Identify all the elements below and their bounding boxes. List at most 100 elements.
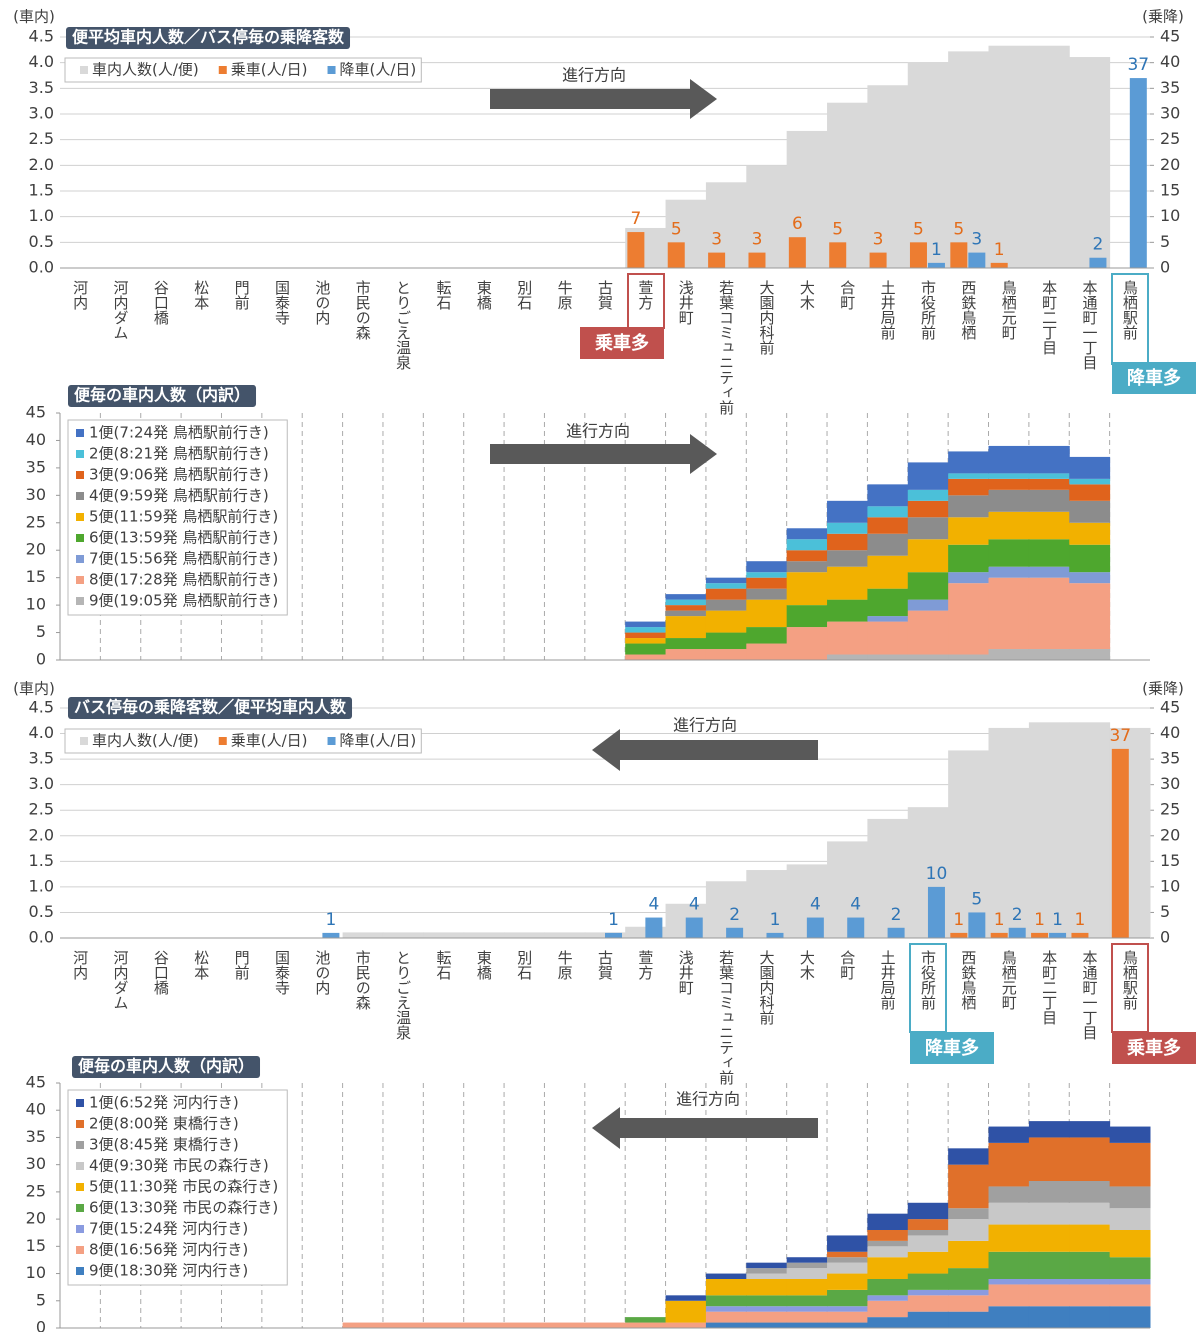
stack-segment bbox=[867, 1246, 909, 1258]
data-label: 1 bbox=[1052, 910, 1063, 930]
legend-swatch bbox=[76, 1204, 84, 1212]
x-tick-label: 土井局前 bbox=[879, 280, 897, 341]
stack-segment bbox=[988, 566, 1030, 578]
x-tick-label: 鳥栖駅前 bbox=[1121, 279, 1139, 341]
data-label: 1 bbox=[931, 240, 942, 260]
annotation: 降車多 bbox=[925, 1037, 979, 1059]
stack-segment bbox=[1069, 456, 1111, 479]
area-step bbox=[746, 870, 788, 938]
chart-title: バス停毎の乗降客数／便平均車内人数 bbox=[74, 698, 347, 717]
area-step bbox=[867, 85, 909, 269]
stack-segment bbox=[907, 1202, 949, 1220]
area-step bbox=[382, 932, 424, 938]
stack-segment bbox=[625, 638, 667, 644]
data-label: 5 bbox=[953, 219, 964, 239]
stack-segment bbox=[746, 1306, 788, 1312]
data-label: 1 bbox=[953, 910, 964, 930]
x-tick-label: 本通町一丁目 bbox=[1080, 280, 1098, 370]
overlay-1: (車内) (乗降) 進行方向 乗車多 降車多 bbox=[13, 8, 1196, 394]
bar bbox=[645, 917, 663, 938]
stack-segment bbox=[907, 1235, 949, 1252]
area-step bbox=[948, 750, 990, 938]
y-tick-label: 40 bbox=[26, 430, 46, 449]
x-tick-label: 鳥栖元町 bbox=[1000, 279, 1018, 340]
stack-segment bbox=[746, 1268, 788, 1274]
stack-segment bbox=[1109, 1142, 1151, 1187]
stack-segment bbox=[827, 1235, 868, 1252]
stack-segment bbox=[1069, 1306, 1111, 1328]
stack-segment bbox=[746, 599, 788, 628]
y-tick-label: 2.5 bbox=[29, 800, 54, 819]
y2-tick-label: 5 bbox=[1160, 232, 1170, 251]
stack-segment bbox=[665, 1295, 707, 1301]
legend-swatch bbox=[76, 492, 84, 500]
stack-segment bbox=[1069, 649, 1111, 660]
legend-swatch bbox=[80, 737, 88, 745]
stack-segment bbox=[827, 1273, 868, 1290]
stack-segment bbox=[948, 451, 990, 474]
y2-tick-label: 30 bbox=[1160, 774, 1180, 793]
stack-segment bbox=[827, 654, 868, 660]
stack-segment bbox=[907, 1311, 949, 1328]
y-tick-label: 0.5 bbox=[29, 902, 54, 921]
stack-segment bbox=[867, 1295, 909, 1301]
data-label: 4 bbox=[648, 895, 659, 915]
y2-tick-label: 10 bbox=[1160, 876, 1180, 895]
stack-segment bbox=[867, 555, 909, 589]
legend-label: 7便(15:56発 鳥栖駅前行き) bbox=[89, 550, 278, 568]
stack-segment bbox=[827, 500, 868, 523]
x-tick-label: 鳥栖元町 bbox=[1000, 949, 1018, 1010]
bar bbox=[1071, 932, 1089, 938]
y-tick-label: 0.0 bbox=[29, 258, 54, 277]
stack-segment bbox=[907, 599, 949, 611]
stack-segment bbox=[1109, 1284, 1151, 1307]
title-box bbox=[68, 385, 257, 407]
legend-label: 乗車(人/日) bbox=[231, 732, 308, 750]
stack-segment bbox=[907, 610, 949, 655]
x-tick-label: 西鉄鳥栖 bbox=[959, 280, 977, 340]
overlay-3: (車内) (乗降) 進行方向 降車多 乗車多 bbox=[13, 680, 1196, 1064]
x-tick-label: 別石 bbox=[515, 280, 533, 310]
y-tick-label: 3.5 bbox=[29, 78, 54, 97]
stack-segment bbox=[786, 1311, 828, 1323]
y-tick-label: 4.5 bbox=[29, 698, 54, 717]
stack-segment bbox=[625, 621, 667, 628]
y-tick-label: 15 bbox=[26, 1236, 46, 1255]
stack-segment bbox=[665, 616, 707, 639]
stack-segment bbox=[584, 1322, 626, 1328]
stack-segment bbox=[1109, 1126, 1151, 1143]
stack-segment bbox=[1028, 478, 1070, 490]
bar bbox=[748, 252, 766, 268]
legend-swatch bbox=[76, 1246, 84, 1254]
stack-segment bbox=[705, 1279, 747, 1296]
x-tick-label: 門前 bbox=[233, 950, 251, 981]
legend-swatch bbox=[76, 513, 84, 521]
bar bbox=[829, 242, 847, 268]
stack-segment bbox=[867, 1279, 909, 1296]
stack-segment bbox=[1069, 1137, 1111, 1181]
stack-segment bbox=[1069, 500, 1111, 523]
stack-segment bbox=[705, 1273, 747, 1279]
stack-segment bbox=[988, 1284, 1030, 1307]
y-tick-label: 0.5 bbox=[29, 232, 54, 251]
data-label: 5 bbox=[671, 219, 682, 239]
y-tick-label: 25 bbox=[26, 1181, 46, 1200]
legend-box bbox=[67, 1089, 288, 1286]
stack-segment bbox=[867, 506, 909, 518]
x-tick-label: 牛原 bbox=[556, 950, 574, 980]
annotation: 乗車多 bbox=[595, 332, 649, 354]
bar bbox=[1008, 927, 1026, 938]
stack-segment bbox=[867, 484, 909, 507]
data-label: 3 bbox=[873, 230, 884, 250]
y2-tick-label: 40 bbox=[1160, 723, 1180, 742]
stack-segment bbox=[907, 1289, 949, 1296]
stack-segment bbox=[1069, 1224, 1111, 1252]
stack-segment bbox=[786, 528, 828, 540]
stack-segment bbox=[1069, 484, 1111, 501]
bar bbox=[909, 242, 927, 268]
y2-tick-label: 20 bbox=[1160, 825, 1180, 844]
y2-tick-label: 10 bbox=[1160, 206, 1180, 225]
y2-axis-label: (乗降) bbox=[1142, 680, 1184, 698]
x-tick-label: 萱方 bbox=[636, 950, 654, 981]
arrow-body bbox=[620, 740, 818, 760]
